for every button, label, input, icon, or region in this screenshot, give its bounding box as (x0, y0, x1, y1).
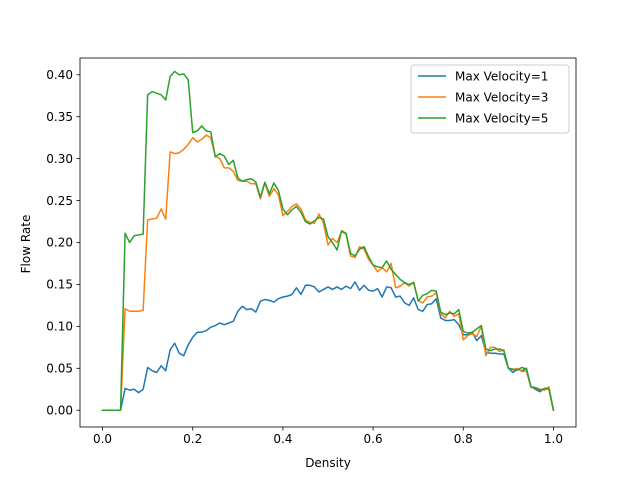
legend-label-1: Max Velocity=1 (455, 69, 548, 83)
x-tick-label: 0.4 (273, 432, 292, 446)
y-tick-label: 0.40 (46, 68, 73, 82)
series-line-1 (101, 281, 555, 412)
legend-label-3: Max Velocity=5 (455, 111, 548, 125)
x-tick-label: 0.2 (183, 432, 202, 446)
axes: 0.0 0.2 0.4 0.6 0.8 1.0 0.00 0.05 0.10 0.15 0.20 0.… (46, 57, 577, 446)
y-tick-label: 0.10 (46, 320, 73, 334)
y-tick-label: 0.20 (46, 236, 73, 250)
y-tick-label: 0.15 (46, 278, 73, 292)
x-axis-label: Density (305, 456, 351, 470)
series-line-2 (101, 134, 555, 412)
legend-box (410, 64, 570, 134)
x-tick-label: 0.0 (93, 432, 112, 446)
series-line-3 (101, 70, 555, 412)
plot-area (101, 70, 555, 412)
x-tick-label: 0.6 (364, 432, 383, 446)
y-tick-label: 0.35 (46, 110, 73, 124)
legend: Max Velocity=1 Max Velocity=3 Max Velocity… (410, 64, 570, 134)
x-tick-label: 1.0 (544, 432, 563, 446)
y-axis-label: Flow Rate (19, 215, 33, 274)
y-tick-label: 0.25 (46, 194, 73, 208)
y-tick-label: 0.05 (46, 361, 73, 375)
legend-label-2: Max Velocity=3 (455, 90, 548, 104)
y-tick-label: 0.00 (46, 403, 73, 417)
y-tick-label: 0.30 (46, 152, 73, 166)
x-tick-label: 0.8 (454, 432, 473, 446)
